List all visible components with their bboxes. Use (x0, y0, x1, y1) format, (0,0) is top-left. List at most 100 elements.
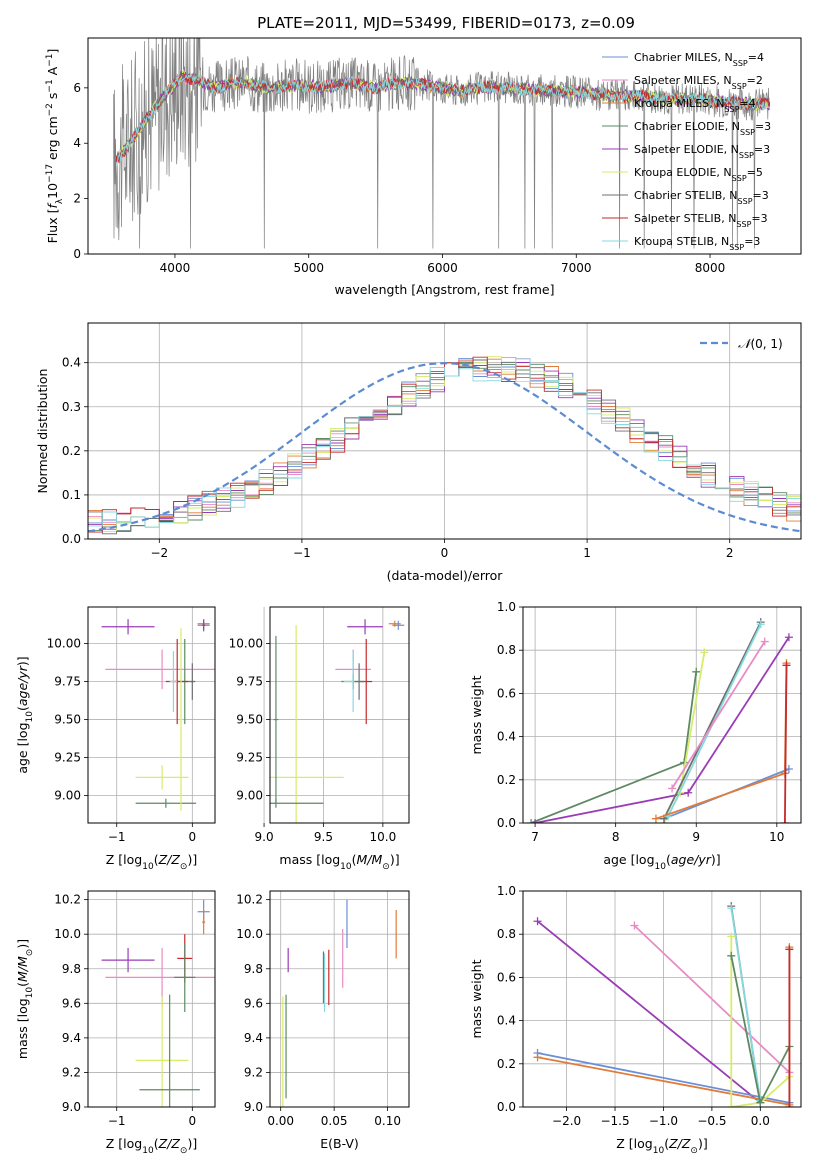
y-tick-label: 9.4 (62, 1031, 81, 1045)
axis-label: Z [log10(Z/Z⊙)] (106, 852, 197, 872)
mass-weight-marker (668, 784, 677, 793)
x-tick-label: −2 (150, 546, 168, 560)
mass-weight-line (537, 1052, 790, 1104)
x-tick-label: 2 (726, 546, 734, 560)
legend-ssp-sub: SSP (733, 59, 748, 68)
axis-label: mass weight (469, 675, 484, 754)
axis-label-part: )] (15, 656, 30, 666)
mass-weight-marker (727, 904, 736, 913)
mass-weight-marker (782, 661, 791, 670)
axis-label: E(B-V) (320, 1136, 359, 1151)
plot-area (101, 899, 215, 1107)
mass-weight-marker (727, 951, 736, 960)
y-tick-label: 10.0 (54, 927, 81, 941)
axis-label-part: ( (666, 852, 671, 867)
mass_vs_EBV-panel: 0.00 0.05 0.10 9.0 9.2 9.4 9.6 9.8 10.0 10.2 E(B-V… (236, 890, 410, 1151)
x-tick-label: 0.10 (374, 1114, 401, 1128)
mass-weight-line (530, 671, 698, 823)
y-tick-label: 9.75 (54, 675, 81, 689)
axis-label-part: −1 (45, 53, 55, 66)
mass-weight-marker (700, 648, 709, 657)
axis-label-part: Z/Z (668, 1136, 691, 1151)
y-tick-label: 10.2 (236, 893, 263, 907)
y-tick-label: 0.0 (62, 532, 81, 546)
axis-label: (data-model)/error (387, 568, 504, 583)
legend-nssp: =2 (747, 74, 763, 87)
legend-entry: 𝒩(0, 1) (738, 337, 783, 352)
spectrum-model-line (115, 73, 771, 167)
legend-nssp: =5 (747, 166, 763, 179)
x-tick-label: −1 (293, 546, 311, 560)
axis-label-part: −1 (45, 79, 55, 92)
x-tick-label: −2.0 (552, 1114, 581, 1128)
y-tick-label: 9.25 (54, 751, 81, 765)
y-tick-label: 9.2 (62, 1065, 81, 1079)
axis-label-part: mass weight (469, 675, 484, 754)
legend-entry: Chabrier MILES, NSSP=4 (634, 51, 764, 68)
x-tick-label: 1 (583, 546, 591, 560)
x-tick-label: 10.0 (370, 830, 397, 844)
spectrum-panel: 4000 5000 6000 7000 8000 0 2 4 6 wavelength [Angs… (45, 37, 802, 297)
mass-weight-marker (727, 1103, 736, 1107)
axis-label: age [log10(age/yr)] (603, 852, 720, 872)
legend-model-name: Chabrier MILES, N (634, 51, 733, 64)
axis-label-part: ( (154, 852, 159, 867)
y-tick-label: 9.75 (236, 675, 263, 689)
axis-label-part: )] (390, 852, 400, 867)
legend-model-name: Chabrier STELIB, N (634, 189, 738, 202)
mass-weight-line (784, 665, 788, 823)
axis-label-part: −2 (45, 103, 55, 116)
mass_vs_Z-panel: −1 09.09.29.49.69.810.010.2Z [log10(Z/Z⊙)… (15, 890, 216, 1156)
axis-label-part: )] (698, 1136, 708, 1151)
plot-area (113, 38, 771, 249)
axis-label-part: Z [log (106, 1136, 142, 1151)
x-tick-label: 4000 (160, 261, 191, 275)
y-tick-label: 9.8 (244, 962, 263, 976)
mass-weight-line (671, 641, 766, 789)
legend-ssp-sub: SSP (736, 220, 751, 229)
legend-entry: Kroupa ELODIE, NSSP=5 (634, 166, 763, 183)
x-tick-label: 0 (189, 1114, 197, 1128)
mass-weight-marker (684, 788, 693, 797)
axis-label-part: 10 (142, 1146, 154, 1156)
x-tick-label: 0.0 (751, 1114, 770, 1128)
x-tick-label: −1 (108, 1114, 126, 1128)
axis-label-part: age [log (603, 852, 654, 867)
y-tick-label: 0.0 (497, 816, 516, 830)
mass-weight-line (536, 920, 761, 1104)
axes-frame (269, 606, 410, 824)
y-tick-label: 0.2 (497, 773, 516, 787)
y-tick-label: 0.4 (62, 356, 81, 370)
axes-frame (87, 37, 802, 255)
axis-label: Normed distribution (35, 369, 50, 494)
axis-label-part: 10 (45, 183, 60, 199)
axis-label: Z [log10(Z/Z⊙)] (616, 1136, 707, 1156)
mass-weight-marker (760, 637, 769, 646)
y-tick-label: 10.0 (236, 927, 263, 941)
mass-weight-marker (651, 814, 660, 823)
axis-label-part: s (45, 93, 60, 104)
legend-entry: Salpeter ELODIE, NSSP=3 (634, 143, 770, 160)
legend-nssp: =3 (753, 189, 769, 202)
axis-label-part: M/M (15, 956, 30, 982)
legend-gaussian-args: (0, 1) (750, 337, 782, 351)
y-tick-label: 0.6 (497, 970, 516, 984)
legend-nssp: =3 (755, 120, 771, 133)
axis-label-part: )] (15, 939, 30, 949)
legend-ssp-sub: SSP (724, 105, 739, 114)
axis-label-part: 10 (25, 711, 35, 723)
axes-frame (522, 606, 802, 824)
age_vs_mass-panel: 9.0 9.5 10.0 9.00 9.25 9.50 9.75 10.00 mass [log… (229, 606, 410, 872)
axis-label-part: )] (711, 852, 721, 867)
legend-entry: Kroupa STELIB, NSSP=3 (634, 235, 760, 252)
x-tick-label: −0.5 (697, 1114, 726, 1128)
mass-weight-marker (533, 1053, 542, 1062)
mass-weight-marker (531, 819, 540, 823)
legend-model-name: Kroupa MILES, N (634, 97, 724, 110)
y-tick-label: 9.50 (54, 713, 81, 727)
x-tick-label: 9.0 (255, 830, 274, 844)
legend-nssp: =4 (739, 97, 755, 110)
plot-area (88, 356, 801, 535)
legend-nssp: =3 (744, 235, 760, 248)
